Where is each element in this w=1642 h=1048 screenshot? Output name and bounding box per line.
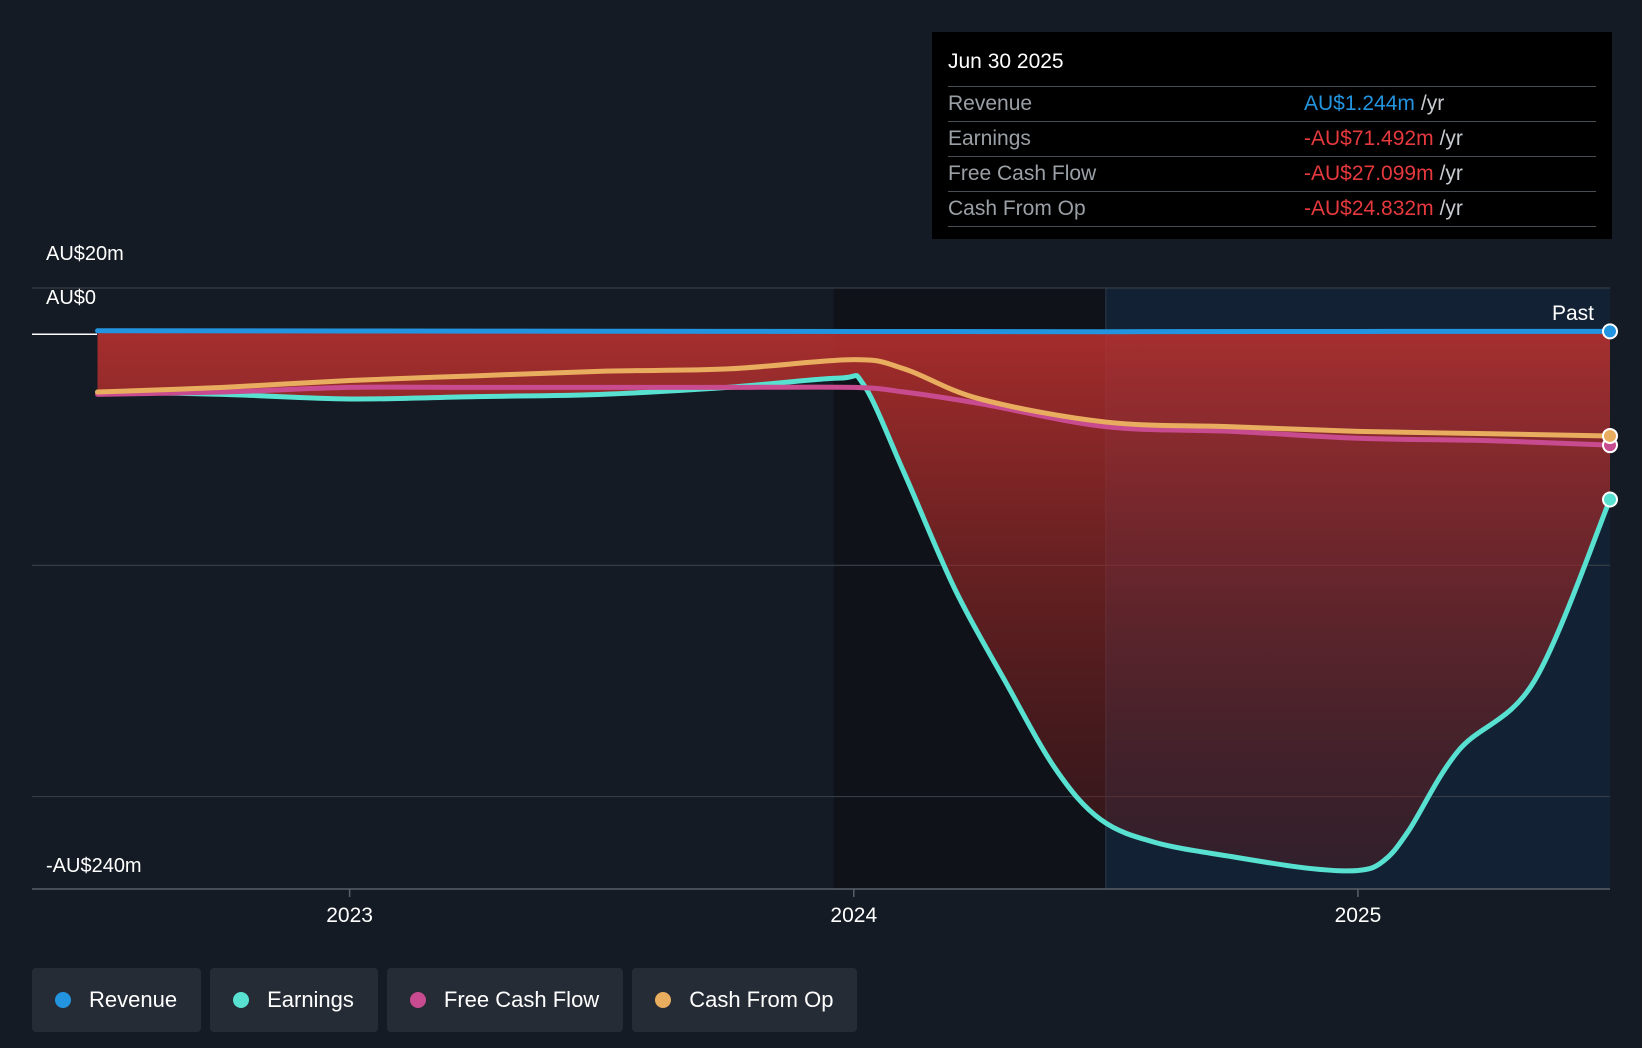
x-tick-label-2025: 2025	[1335, 904, 1382, 927]
legend-label: Revenue	[89, 987, 178, 1012]
tooltip-value: -AU$71.492m/yr	[1304, 122, 1463, 155]
data-tooltip: Jun 30 2025 Revenue AU$1.244m/yr Earning…	[932, 32, 1612, 239]
legend-item-free-cash-flow[interactable]: Free Cash Flow	[386, 968, 624, 1032]
cash-from-op-dot-icon	[655, 992, 672, 1008]
tooltip-row-revenue: Revenue AU$1.244m/yr	[948, 86, 1596, 121]
tooltip-label: Cash From Op	[948, 197, 1086, 220]
legend-label: Free Cash Flow	[443, 987, 600, 1012]
tooltip-label: Earnings	[948, 127, 1031, 150]
tooltip-value: AU$1.244m/yr	[1304, 87, 1444, 120]
tooltip-label: Free Cash Flow	[948, 162, 1097, 185]
tooltip-unit: /yr	[1439, 162, 1463, 185]
x-tick-label-2023: 2023	[326, 904, 373, 927]
tooltip-date: Jun 30 2025	[948, 50, 1064, 73]
earnings-line	[95, 373, 1613, 874]
loss-area-fill	[97, 330, 1611, 871]
tooltip-row-earnings: Earnings -AU$71.492m/yr	[948, 121, 1596, 156]
legend-item-earnings[interactable]: Earnings	[210, 968, 378, 1032]
tooltip-amount: AU$1.244m	[1304, 92, 1415, 115]
tooltip-value: -AU$27.099m/yr	[1304, 157, 1463, 190]
tooltip-row-free-cash-flow: Free Cash Flow -AU$27.099m/yr	[948, 156, 1596, 191]
past-label: Past	[1552, 302, 1594, 325]
tooltip-row-cash-from-op: Cash From Op -AU$24.832m/yr	[948, 191, 1596, 227]
legend-label: Earnings	[267, 987, 354, 1012]
y-axis-zero-label: AU$0	[46, 287, 96, 309]
earnings-end-point	[1602, 491, 1618, 508]
tooltip-unit: /yr	[1420, 92, 1445, 115]
legend-item-cash-from-op[interactable]: Cash From Op	[632, 968, 858, 1032]
tooltip-unit: /yr	[1439, 127, 1463, 150]
y-axis-bottom-label: -AU$240m	[46, 855, 142, 877]
tooltip-amount: -AU$71.492m	[1304, 127, 1434, 150]
legend-label: Cash From Op	[689, 987, 834, 1012]
cash-from-op-line	[95, 357, 1613, 439]
earnings-dot-icon	[233, 992, 250, 1008]
tooltip-amount: -AU$27.099m	[1304, 162, 1434, 185]
revenue-line	[95, 328, 1613, 335]
chart-legend: Revenue Earnings Free Cash Flow Cash Fro…	[32, 968, 858, 1032]
free-cash-flow-dot-icon	[409, 992, 426, 1008]
legend-item-revenue[interactable]: Revenue	[32, 968, 202, 1032]
x-tick-label-2024: 2024	[830, 904, 877, 927]
tooltip-value: -AU$24.832m/yr	[1304, 192, 1463, 225]
revenue-end-point	[1602, 323, 1618, 340]
y-axis-top-label: AU$20m	[46, 243, 124, 265]
cash-from-op-end-point	[1602, 427, 1618, 444]
revenue-dot-icon	[55, 992, 71, 1008]
tooltip-unit: /yr	[1439, 197, 1463, 220]
tooltip-amount: -AU$24.832m	[1304, 197, 1434, 220]
tooltip-label: Revenue	[948, 92, 1033, 115]
free-cash-flow-line	[95, 384, 1613, 448]
